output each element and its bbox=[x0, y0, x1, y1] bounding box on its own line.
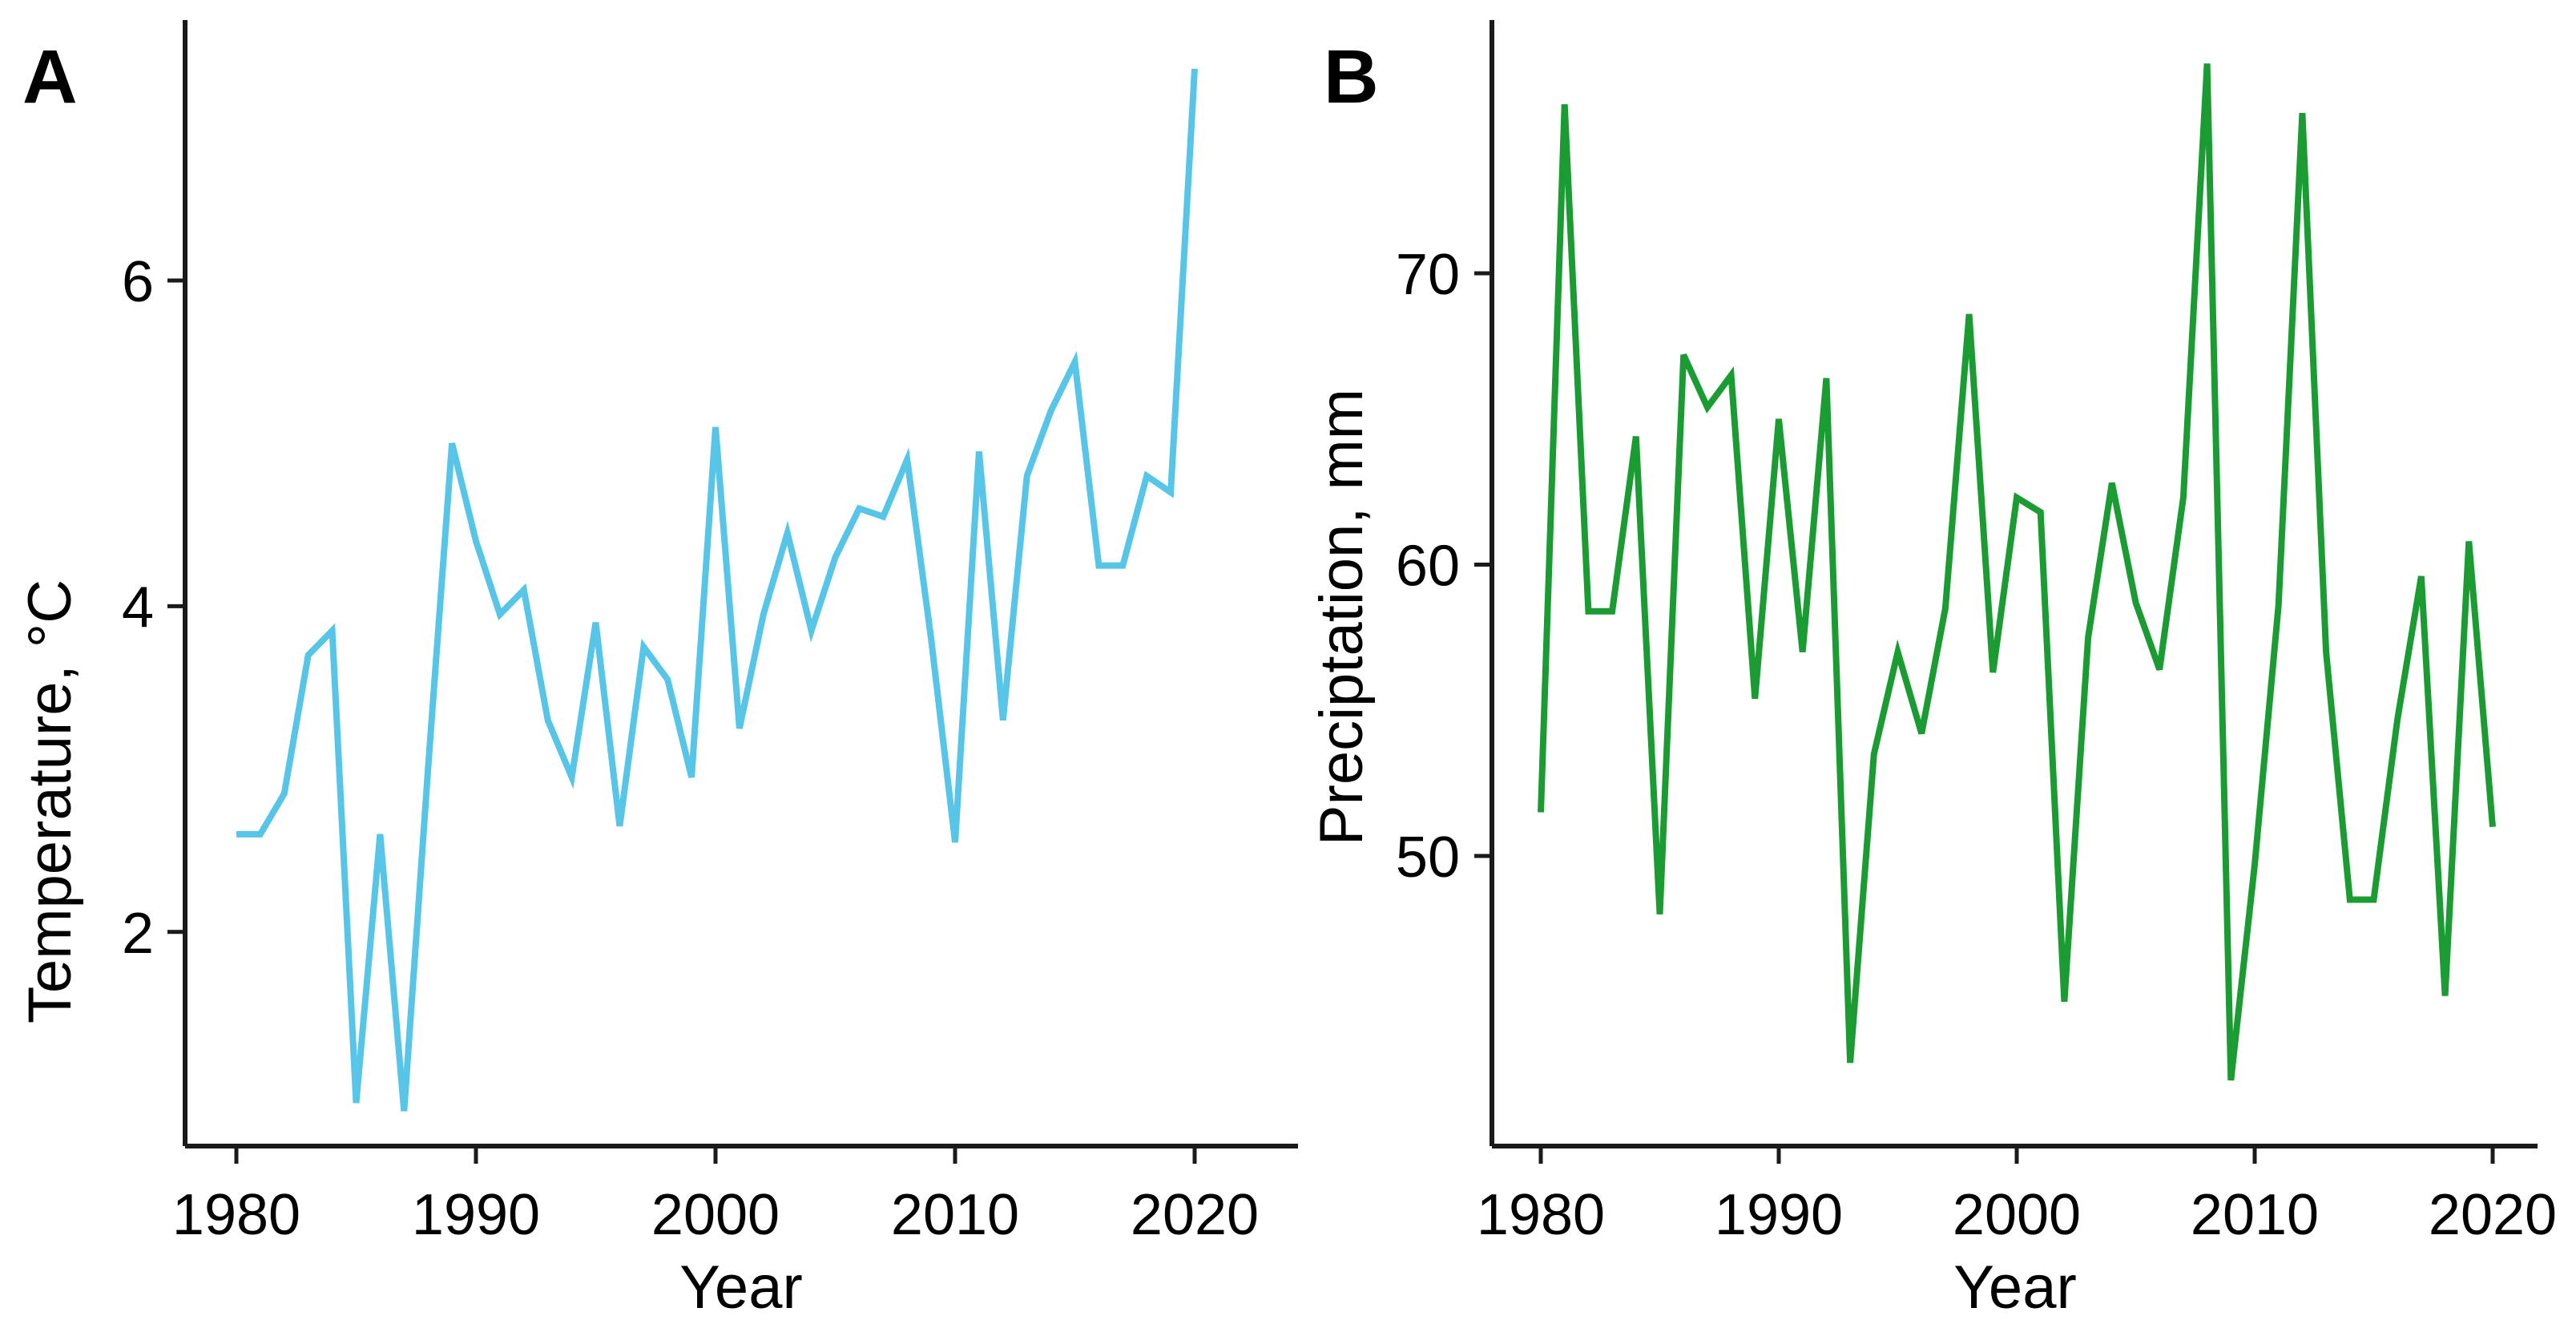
x-tick-label: 1980 bbox=[172, 1183, 300, 1247]
panel-b-y-axis-title: Preciptation, mm bbox=[1308, 389, 1376, 846]
panel-a-letter: A bbox=[22, 34, 78, 119]
x-tick-label: 2020 bbox=[1131, 1183, 1259, 1247]
panel-b-letter: B bbox=[1324, 34, 1379, 119]
y-tick-label: 60 bbox=[1396, 535, 1460, 599]
y-tick-label: 4 bbox=[122, 575, 154, 640]
y-tick-label: 50 bbox=[1396, 826, 1460, 890]
x-tick-label: 1990 bbox=[1715, 1183, 1843, 1247]
x-tick-label: 2000 bbox=[651, 1183, 780, 1247]
x-tick-label: 2020 bbox=[2429, 1183, 2557, 1247]
y-tick-label: 70 bbox=[1396, 243, 1460, 307]
x-tick-label: 2010 bbox=[891, 1183, 1019, 1247]
x-tick-label: 2010 bbox=[2191, 1183, 2319, 1247]
x-tick-label: 1990 bbox=[412, 1183, 540, 1247]
panel-a-x-axis-title: Year bbox=[679, 1253, 803, 1320]
panel-a-y-axis-title: Temperature, °C bbox=[16, 579, 84, 1023]
data-line-B bbox=[1538, 63, 2496, 1081]
panel-b-x-axis-title: Year bbox=[1953, 1253, 2077, 1320]
x-tick-label: 1980 bbox=[1477, 1183, 1605, 1247]
panel-b-plot-area: 50 60 70 1980 1990 2000 2010 2020 bbox=[1396, 20, 2557, 1247]
panel-a-plot-area: 2 4 6 1980 1990 2000 2010 2020 bbox=[122, 20, 1298, 1247]
y-tick-label: 6 bbox=[122, 250, 154, 314]
data-line-A bbox=[236, 68, 1198, 1112]
x-tick-label: 2000 bbox=[1953, 1183, 2081, 1247]
y-tick-label: 2 bbox=[122, 902, 154, 966]
